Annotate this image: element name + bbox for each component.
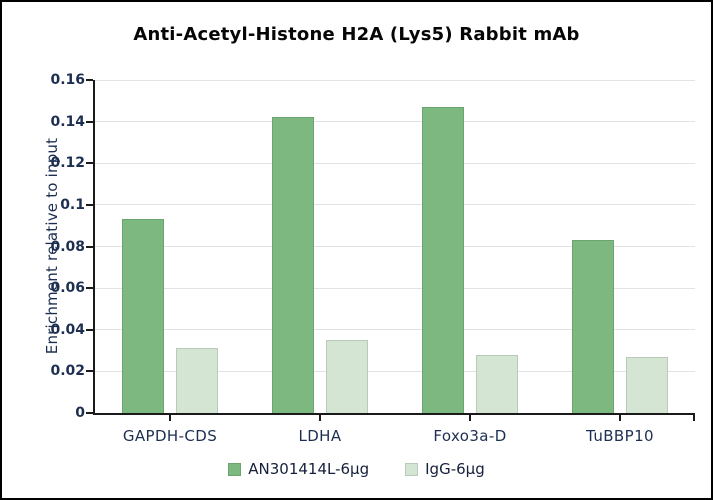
bar-IgG-6µg (626, 356, 668, 413)
legend-item: AN301414L-6µg (228, 460, 369, 478)
x-category-label: LDHA (298, 427, 342, 445)
y-axis-tick (86, 120, 93, 123)
y-tick-label: 0.16 (50, 72, 85, 88)
x-category-label: Foxo3a-D (433, 427, 507, 445)
gridline (95, 287, 695, 289)
x-axis-end-tick (693, 415, 695, 421)
bar-AN301414L-6µg (422, 107, 464, 413)
bar-AN301414L-6µg (122, 219, 164, 413)
y-axis-tick (86, 79, 93, 81)
bar-AN301414L-6µg (272, 117, 314, 413)
bar-IgG-6µg (326, 340, 368, 413)
y-tick-label: 0.08 (50, 238, 85, 255)
y-axis-tick (86, 162, 93, 165)
y-tick-label: 0.06 (50, 280, 85, 297)
plot-area: 0 0.02 0.04 0.06 0.08 0.1 0.12 0.14 0.16 GAPDH-CD… (50, 72, 695, 445)
legend-label: AN301414L-6µg (248, 460, 370, 478)
x-axis-tick (169, 415, 171, 421)
y-axis-tick (86, 328, 93, 331)
gridline (95, 329, 695, 331)
legend-item: IgG-6µg (405, 460, 485, 478)
bar-IgG-6µg (476, 354, 518, 413)
y-axis-tick (86, 245, 93, 248)
y-axis-tick (86, 203, 93, 206)
x-axis-tick (619, 415, 621, 421)
y-tick-label: 0 (75, 405, 85, 421)
y-tick-label: 0.1 (60, 196, 85, 213)
y-axis-tick (86, 370, 93, 373)
gridline (95, 79, 695, 81)
legend-label: IgG-6µg (425, 460, 485, 478)
gridline (95, 370, 695, 372)
x-category-label: TuBBP10 (586, 427, 654, 445)
x-axis-tick (469, 415, 471, 421)
gridline (95, 162, 695, 164)
gridline (95, 246, 695, 247)
legend-swatch (405, 462, 419, 476)
legend-swatch (228, 462, 242, 476)
x-axis-tick (319, 415, 321, 421)
y-axis-tick (86, 287, 93, 290)
bar-AN301414L-6µg (572, 240, 614, 413)
y-tick-label: 0.02 (50, 363, 85, 380)
y-tick-label: 0.04 (50, 321, 85, 338)
x-category-label: GAPDH-CDS (122, 427, 218, 445)
chart-title: Anti-Acetyl-Histone H2A (Lys5) Rabbit mA… (133, 24, 580, 45)
gridline (95, 121, 695, 123)
y-axis-tick (86, 412, 93, 414)
legend: AN301414L-6µg IgG-6µg (0, 460, 713, 478)
bar-IgG-6µg (176, 348, 218, 413)
gridline (95, 204, 695, 206)
y-tick-label: 0.14 (50, 113, 85, 130)
y-tick-label: 0.12 (50, 155, 85, 172)
